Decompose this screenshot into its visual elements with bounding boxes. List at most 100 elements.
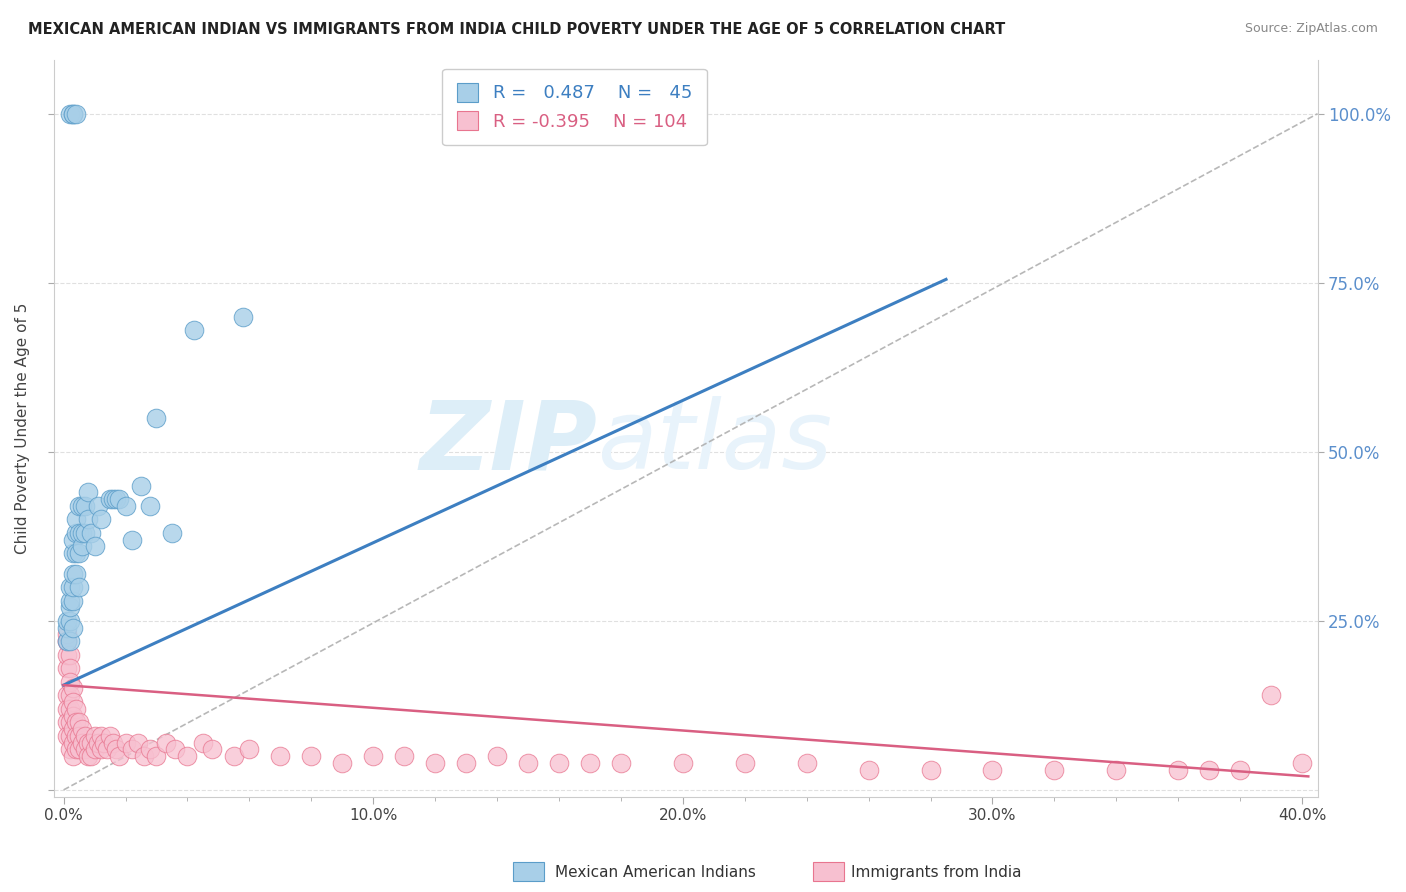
Point: [1043, 763, 1066, 777]
Point: [62, 106, 84, 120]
Point: [65, 702, 87, 716]
Point: [86, 499, 108, 513]
Point: [55, 729, 77, 743]
Point: [139, 499, 162, 513]
Text: atlas: atlas: [598, 396, 832, 490]
Point: [77, 735, 100, 749]
Point: [77, 512, 100, 526]
Point: [86, 735, 108, 749]
Point: [70, 499, 93, 513]
Point: [67, 715, 90, 730]
Point: [90, 729, 112, 743]
Point: [269, 749, 291, 764]
Point: [132, 749, 155, 764]
Point: [65, 512, 87, 526]
Point: [59, 600, 82, 615]
Point: [299, 749, 322, 764]
Point: [62, 722, 84, 736]
Point: [392, 749, 415, 764]
Point: [55, 634, 77, 648]
Point: [121, 742, 143, 756]
Point: [62, 546, 84, 560]
Point: [486, 749, 509, 764]
Point: [610, 756, 633, 770]
Point: [101, 735, 124, 749]
Point: [65, 742, 87, 756]
Point: [65, 729, 87, 743]
Point: [55, 688, 77, 702]
Legend: R =   0.487    N =   45, R = -0.395    N = 104: R = 0.487 N = 45, R = -0.395 N = 104: [443, 69, 707, 145]
Point: [67, 580, 90, 594]
Point: [101, 492, 124, 507]
Text: Immigrants from India: Immigrants from India: [851, 865, 1021, 880]
Point: [77, 749, 100, 764]
Point: [70, 525, 93, 540]
Point: [70, 722, 93, 736]
Point: [920, 763, 942, 777]
Point: [548, 756, 571, 770]
Point: [65, 106, 87, 120]
Point: [65, 546, 87, 560]
Point: [238, 742, 260, 756]
Point: [191, 735, 214, 749]
Point: [62, 580, 84, 594]
Point: [139, 742, 162, 756]
Point: [59, 593, 82, 607]
Point: [80, 749, 103, 764]
Point: [62, 735, 84, 749]
Point: [176, 749, 198, 764]
Point: [1260, 688, 1282, 702]
Point: [77, 485, 100, 500]
Point: [59, 580, 82, 594]
Point: [70, 735, 93, 749]
Point: [62, 749, 84, 764]
Point: [423, 756, 446, 770]
Point: [114, 499, 136, 513]
Point: [232, 310, 254, 324]
Point: [62, 106, 84, 120]
Point: [59, 106, 82, 120]
Point: [67, 525, 90, 540]
Point: [672, 756, 695, 770]
Point: [858, 763, 880, 777]
Point: [160, 525, 183, 540]
Point: [55, 634, 77, 648]
Point: [456, 756, 478, 770]
Point: [55, 661, 77, 675]
Point: [80, 735, 103, 749]
Point: [59, 674, 82, 689]
Point: [517, 756, 540, 770]
Point: [67, 742, 90, 756]
Point: [59, 715, 82, 730]
Point: [75, 525, 97, 540]
Point: [1291, 756, 1313, 770]
Point: [59, 702, 82, 716]
Text: MEXICAN AMERICAN INDIAN VS IMMIGRANTS FROM INDIA CHILD POVERTY UNDER THE AGE OF : MEXICAN AMERICAN INDIAN VS IMMIGRANTS FR…: [28, 22, 1005, 37]
Point: [80, 525, 103, 540]
Point: [75, 729, 97, 743]
Point: [55, 715, 77, 730]
Point: [62, 708, 84, 723]
Point: [65, 525, 87, 540]
Point: [734, 756, 756, 770]
Point: [96, 742, 118, 756]
Point: [579, 756, 602, 770]
Point: [90, 742, 112, 756]
Point: [201, 742, 224, 756]
Point: [105, 492, 128, 507]
Point: [1167, 763, 1189, 777]
Point: [59, 614, 82, 628]
Point: [1105, 763, 1128, 777]
Point: [155, 735, 177, 749]
Point: [1198, 763, 1220, 777]
Point: [59, 661, 82, 675]
Point: [62, 566, 84, 581]
Point: [62, 621, 84, 635]
Point: [59, 742, 82, 756]
Point: [183, 323, 205, 337]
Point: [62, 593, 84, 607]
Point: [55, 648, 77, 662]
Y-axis label: Child Poverty Under the Age of 5: Child Poverty Under the Age of 5: [15, 302, 30, 554]
Point: [75, 742, 97, 756]
Point: [90, 512, 112, 526]
